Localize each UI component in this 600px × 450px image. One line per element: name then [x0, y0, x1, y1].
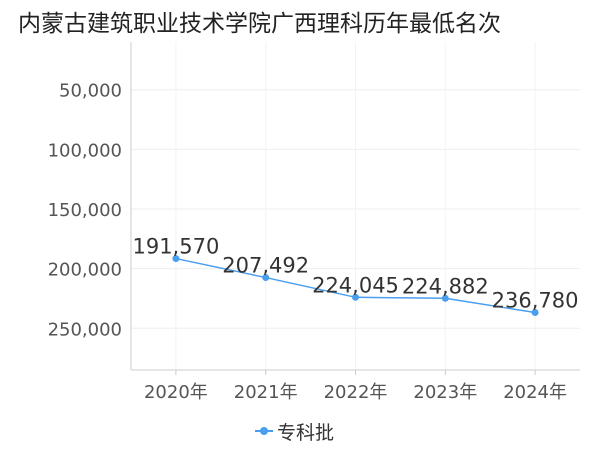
- x-tick-label: 2021年: [234, 382, 298, 403]
- legend-label: 专科批: [277, 421, 335, 444]
- data-point: [352, 293, 359, 301]
- legend-marker-icon: [255, 425, 273, 437]
- data-label: 224,045: [312, 273, 399, 297]
- data-label: 224,882: [402, 274, 489, 298]
- x-tick-label: 2020年: [144, 382, 208, 403]
- axis-layer: 50,000 100,000 150,000 200,000 250,000 2020年 2…: [48, 42, 580, 403]
- series-layer: [172, 255, 539, 316]
- y-tick-label: 250,000: [48, 319, 122, 340]
- y-tick-label: 150,000: [48, 200, 122, 221]
- x-tick-label: 2022年: [324, 382, 388, 403]
- data-label: 236,780: [492, 288, 579, 312]
- data-point: [531, 308, 539, 316]
- data-point: [441, 294, 449, 302]
- y-tick-label: 50,000: [59, 81, 122, 102]
- y-tick-label: 200,000: [48, 260, 122, 281]
- grid-layer: [131, 42, 580, 370]
- data-label: 191,570: [132, 235, 219, 259]
- x-tick-label: 2024年: [503, 382, 567, 403]
- chart-title: 内蒙古建筑职业技术学院广西理科历年最低名次: [18, 11, 501, 37]
- y-tick-label: 100,000: [48, 140, 122, 161]
- x-tick-label: 2023年: [413, 382, 477, 403]
- data-label: 207,492: [222, 254, 309, 278]
- data-point: [262, 274, 270, 282]
- data-point: [172, 255, 180, 263]
- legend[interactable]: 专科批: [255, 418, 334, 444]
